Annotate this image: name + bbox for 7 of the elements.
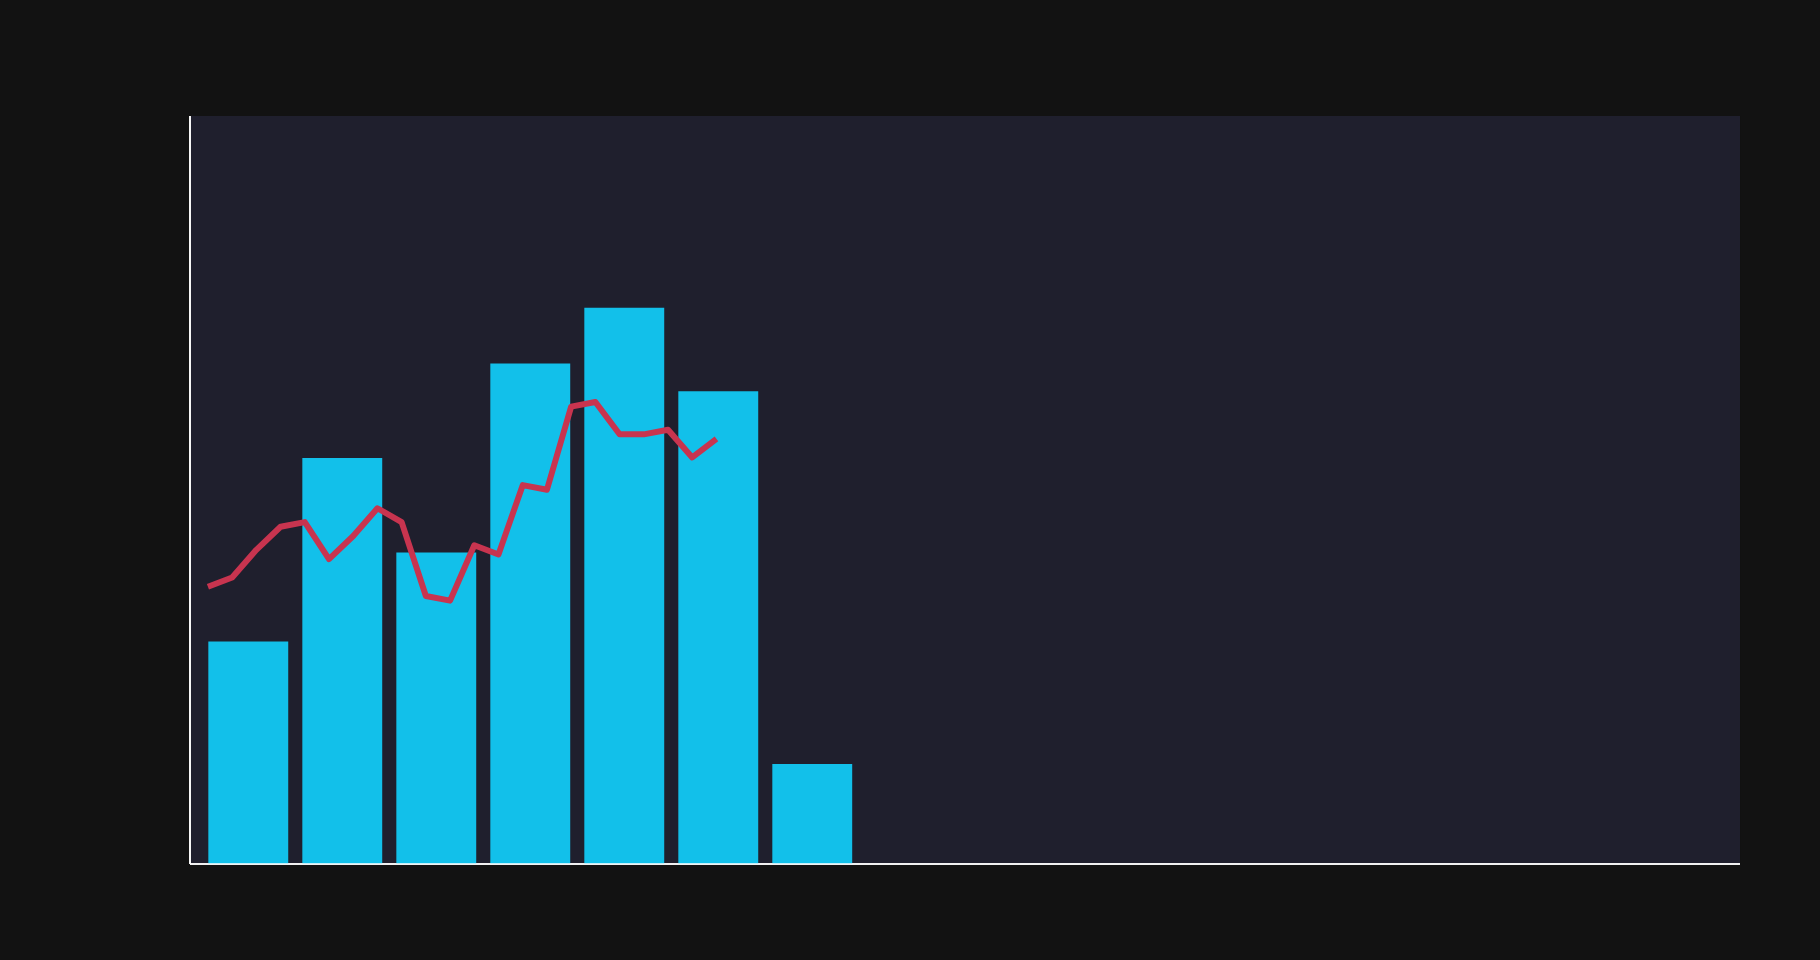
bar: [772, 763, 853, 864]
bar: [678, 391, 759, 864]
bar: [396, 552, 477, 864]
bar: [208, 641, 289, 864]
bar: [584, 307, 665, 864]
bar: [490, 363, 571, 864]
bar: [302, 458, 383, 864]
